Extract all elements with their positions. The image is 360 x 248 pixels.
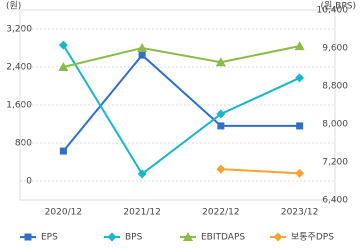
y-tick-label: 2,400 [6, 63, 32, 73]
y-axis-label: (원) [6, 1, 21, 12]
legend-marker [24, 233, 32, 241]
x-tick-label: 2021/12 [123, 208, 160, 218]
data-point [294, 41, 305, 51]
y2-axis-label: (원,BPS) [321, 1, 356, 12]
series-line [63, 45, 300, 68]
data-point [138, 51, 146, 59]
y2-tick-label: 10,400 [317, 6, 349, 16]
data-point [217, 122, 225, 130]
legend-marker [107, 232, 117, 242]
legend-label: 보통주DPS [291, 232, 334, 243]
data-point [296, 122, 304, 130]
data-point [295, 168, 305, 178]
legend-label: BPS [125, 233, 143, 243]
data-point [216, 164, 226, 174]
data-point [137, 43, 148, 52]
y-tick-label: 1,600 [6, 101, 32, 111]
y-tick-label: 800 [15, 139, 32, 149]
x-tick-label: 2023/12 [281, 208, 318, 218]
x-tick-label: 2022/12 [202, 208, 239, 218]
series-line [62, 53, 300, 152]
data-point [137, 169, 147, 179]
legend-label: EPS [41, 233, 58, 243]
legend-marker [273, 232, 283, 242]
data-point [216, 109, 226, 119]
legend-marker [183, 232, 193, 241]
data-point [295, 73, 305, 83]
data-point [59, 147, 67, 155]
data-point [58, 40, 68, 50]
y-tick-label: 3,200 [6, 25, 32, 35]
x-tick-label: 2020/12 [45, 208, 82, 218]
series-line [62, 44, 301, 176]
data-point [215, 57, 226, 67]
series-line [220, 168, 300, 175]
legend-label: EBITDAPS [201, 233, 245, 243]
data-point [58, 62, 69, 71]
